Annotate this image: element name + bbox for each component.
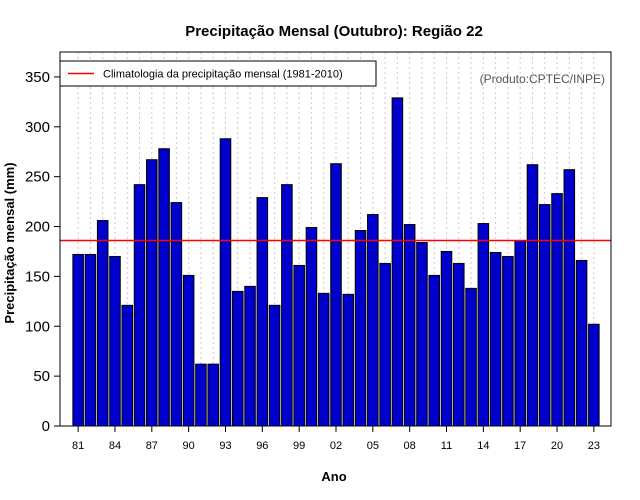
legend-label: Climatologia da precipitação mensal (198…: [103, 69, 343, 81]
bar-2001: [317, 292, 330, 427]
bar-1995: [244, 285, 256, 427]
bar-2014: [477, 223, 490, 427]
bar-2005: [367, 214, 379, 427]
x-tick-label: 87: [146, 440, 158, 452]
legend: Climatologia da precipitação mensal (198…: [59, 60, 377, 87]
bar-2004: [354, 230, 367, 427]
bar-2013: [465, 287, 477, 427]
y-axis-label: Precipitação mensal (mm): [2, 162, 17, 323]
x-tick-label: 11: [441, 440, 452, 452]
x-tick-label: 96: [256, 440, 268, 452]
bar-2016: [502, 255, 514, 427]
bar-1985: [121, 304, 134, 427]
bar-1997: [268, 304, 281, 427]
bar-2009: [416, 241, 428, 427]
bar-1982: [84, 253, 97, 427]
x-tick-label: 84: [109, 440, 121, 452]
bar-2006: [379, 262, 391, 427]
bar-2020: [551, 193, 563, 427]
x-tick-label: 17: [514, 440, 526, 452]
bar-2023: [588, 323, 600, 427]
bar-1999: [293, 264, 305, 427]
bar-1987: [146, 159, 158, 427]
x-tick-label: 93: [219, 440, 231, 452]
x-tick-label: 05: [367, 440, 379, 452]
y-tick-label: 300: [25, 119, 50, 136]
bar-2011: [440, 250, 453, 427]
x-tick-label: 99: [293, 440, 305, 452]
y-tick-label: 100: [25, 318, 50, 335]
bars: [72, 97, 600, 427]
bar-2002: [330, 163, 342, 427]
bar-1994: [231, 290, 244, 427]
y-tick-label: 200: [25, 219, 50, 236]
bar-1993: [219, 138, 232, 427]
credit-text: (Produto:CPTEC/INPE): [480, 72, 605, 86]
bar-2021: [563, 169, 576, 427]
y-tick-label: 0: [42, 418, 50, 435]
bar-2012: [453, 262, 465, 427]
y-tick-label: 50: [33, 368, 50, 385]
x-tick-label: 08: [404, 440, 416, 452]
x-axis: 81 84 87 90 93 96 99 02 05 08 11 14 17 20 23: [72, 426, 600, 452]
y-axis: 0 50 100 150 200 250 300 350: [25, 69, 60, 435]
bar-1981: [72, 253, 84, 427]
bar-1992: [207, 363, 219, 427]
y-tick-label: 250: [25, 169, 50, 186]
chart-title: Precipitação Mensal (Outubro): Região 22: [185, 23, 483, 40]
x-axis-label: Ano: [321, 469, 346, 484]
bar-2017: [514, 239, 526, 427]
y-tick-label: 350: [25, 69, 50, 86]
bar-1990: [182, 274, 195, 427]
x-tick-label: 81: [72, 440, 84, 452]
bar-1983: [96, 220, 109, 427]
legend-box: [59, 60, 377, 87]
bar-2007: [391, 97, 404, 427]
bar-1991: [195, 363, 207, 427]
bar-2015: [489, 251, 502, 427]
x-tick-label: 02: [330, 440, 342, 452]
bar-1998: [281, 184, 293, 427]
y-tick-label: 150: [25, 268, 50, 285]
x-tick-label: 20: [551, 440, 563, 452]
bar-1988: [158, 148, 170, 427]
x-tick-label: 90: [183, 440, 195, 452]
bar-1986: [133, 184, 146, 427]
bar-2019: [538, 204, 551, 427]
bar-1989: [170, 202, 183, 427]
bar-2008: [403, 224, 416, 427]
bar-1984: [109, 255, 121, 427]
bar-2022: [575, 259, 588, 427]
bar-2000: [305, 227, 318, 427]
bar-2003: [342, 293, 355, 427]
x-tick-label: 14: [477, 440, 489, 452]
bar-2010: [428, 274, 441, 427]
bar-2018: [526, 164, 539, 427]
bar-1996: [256, 197, 269, 427]
x-tick-label: 23: [588, 440, 600, 452]
